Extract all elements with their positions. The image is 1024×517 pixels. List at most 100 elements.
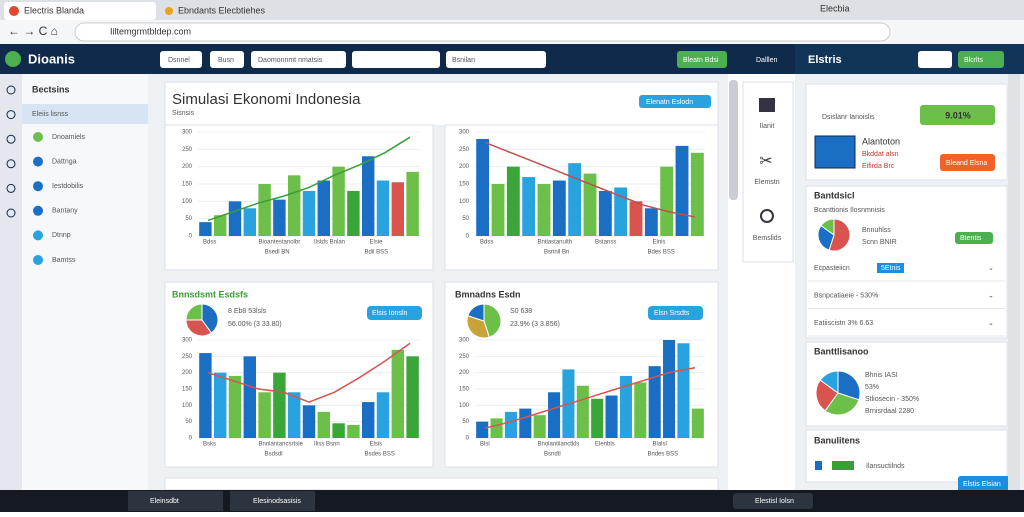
sidebar-item[interactable]: Dtnnp [52, 232, 71, 239]
bar [583, 173, 597, 236]
bar [287, 392, 301, 438]
item-icon [33, 230, 43, 241]
y-tick-label: 300 [182, 130, 193, 136]
y-tick-label: 100 [459, 199, 470, 205]
tool-icon[interactable] [759, 98, 775, 112]
x-tick-label: Bdss [480, 240, 493, 246]
item-icon [33, 156, 43, 167]
pie-slice [467, 303, 485, 322]
item-icon [33, 132, 43, 142]
sidebar-item[interactable]: Bantany [52, 208, 78, 215]
row-label[interactable]: Ecpasteiicn [814, 265, 850, 272]
x-sublabel: Bsnnll Bn [544, 250, 569, 256]
sidebar-item: Eleiis lisnss [32, 111, 69, 118]
value-box [920, 105, 995, 125]
tab-title[interactable]: Ebndants Elecbtiehes [178, 5, 266, 15]
bar [648, 366, 661, 438]
button[interactable] [210, 51, 244, 68]
y-tick-label: 200 [459, 370, 470, 376]
bar [228, 375, 242, 438]
task-label: Elesinodsasisis [253, 498, 301, 505]
page-title: Simulasi Ekonomi Indonesia [172, 91, 361, 108]
card-text: Dsislanr Ianoislis [822, 114, 875, 121]
search-input[interactable] [352, 51, 440, 68]
dropdown[interactable] [446, 51, 546, 68]
tool-icon[interactable]: ✂ [759, 153, 772, 170]
sidebar-item[interactable]: Dnoamiels [52, 134, 86, 141]
x-sublabel: Bdes BSS [648, 250, 675, 256]
tool-label: Bemslids [753, 235, 782, 242]
trend-line [484, 141, 696, 218]
tab-title[interactable]: Elecbia [820, 3, 850, 13]
bar [677, 343, 690, 438]
button-label: Blcrlts [964, 57, 984, 64]
bar [406, 356, 419, 438]
pill [955, 232, 993, 244]
tab[interactable] [4, 2, 156, 20]
tab-bar [0, 0, 1024, 20]
button-label: Bleand Elsna [946, 160, 987, 167]
sidebar-item[interactable]: Dattnga [52, 158, 77, 165]
y-tick-label: 50 [462, 216, 469, 222]
bar [476, 138, 490, 236]
button[interactable] [639, 95, 711, 108]
chevron[interactable]: ⌄ [988, 292, 994, 299]
task-app[interactable] [128, 491, 223, 511]
bar [576, 385, 589, 438]
row-label[interactable]: Bsnpcatiaeie - 530% [814, 292, 878, 299]
page-subtitle: Sisnsis [172, 110, 195, 117]
dropdown[interactable] [251, 51, 346, 68]
pill-label: Btentis [960, 235, 982, 242]
rail-icon [6, 85, 16, 95]
tool-icon[interactable] [760, 209, 774, 223]
bar [258, 392, 271, 438]
scrollbar[interactable] [729, 80, 738, 200]
trend-line [207, 342, 411, 403]
x-sublabel: Bndes BSS [648, 452, 679, 458]
sidebar-item[interactable]: Bamtss [52, 257, 76, 264]
bar [506, 166, 520, 236]
dropdown-label: Bsnilan [452, 57, 475, 64]
sidebar [0, 74, 148, 490]
button-label: Elenatn Eslodn [646, 99, 693, 106]
row-label[interactable]: Eatiiscistn 3% 6.63 [814, 320, 873, 327]
x-tick-label: Blsl [480, 442, 490, 448]
tool-label: Ilanit [760, 123, 775, 130]
rail-icon [6, 110, 16, 120]
x-sublabel: Bsedl BN [265, 250, 290, 256]
url-field[interactable] [74, 22, 891, 42]
card-text: Scnn BNIR [862, 239, 897, 246]
button[interactable] [940, 154, 995, 171]
button[interactable] [958, 51, 1004, 68]
bar [213, 215, 227, 236]
bar [644, 208, 658, 236]
chevron[interactable]: ⌄ [988, 320, 994, 327]
action-button[interactable] [677, 51, 727, 68]
task-app[interactable] [230, 491, 315, 511]
x-tick-label: Elenbls [595, 442, 615, 448]
nav-icons[interactable]: ← → C ⌂ [8, 24, 58, 38]
button[interactable] [367, 306, 422, 320]
card [805, 185, 1008, 339]
x-sublabel: Bsndtl [544, 452, 561, 458]
x-tick-label: Iliss Bsnn [314, 442, 340, 448]
button[interactable] [958, 476, 1012, 493]
scrollbar[interactable] [1008, 74, 1020, 490]
sidebar-selected[interactable] [22, 104, 148, 124]
bar [490, 418, 503, 438]
search-box[interactable] [733, 493, 813, 509]
panel-title: Elstris [808, 54, 842, 66]
chevron[interactable]: ⌄ [988, 265, 994, 272]
x-tick-label: Bntiastanulth [538, 240, 573, 246]
toggle[interactable] [918, 51, 952, 68]
pie-slice [483, 303, 502, 338]
x-tick-label: Blalsl [653, 442, 667, 448]
header-link[interactable]: Dalllen [756, 57, 778, 64]
bar [361, 156, 375, 236]
button[interactable] [160, 51, 202, 68]
button[interactable] [648, 306, 703, 320]
card-text: 23.9% (3 3.856) [510, 321, 560, 328]
y-tick-label: 0 [466, 436, 470, 442]
sidebar-item[interactable]: Iestdobilis [52, 183, 84, 190]
